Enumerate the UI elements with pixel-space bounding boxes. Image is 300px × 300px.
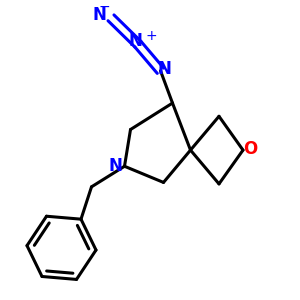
Text: N: N [158,60,171,78]
Text: N: N [129,32,142,50]
Text: +: + [146,29,157,43]
Text: N: N [92,7,106,25]
Text: −: − [99,0,110,14]
Text: O: O [243,140,258,158]
Text: N: N [109,157,122,175]
